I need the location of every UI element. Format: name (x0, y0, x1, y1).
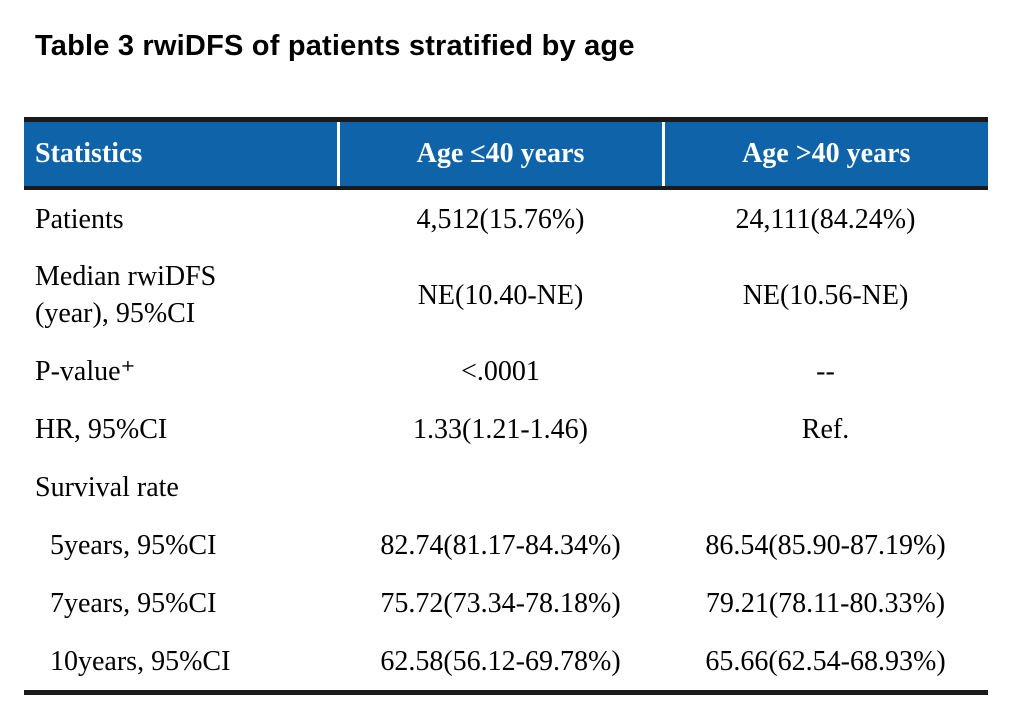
cell-age-le-40: NE(10.40-NE) (417, 279, 584, 311)
cell-age-gt-40: 65.66(62.54-68.93%) (705, 645, 946, 677)
cell-age-gt-40: 24,111(84.24%) (735, 203, 916, 235)
cell-age-le-40: 4,512(15.76%) (416, 203, 585, 235)
row-label: 5years, 95%CI (50, 529, 217, 561)
header-age-le-40: Age ≤40 years (336, 119, 663, 190)
table-row-10years: 10years, 95%CI 62.58(56.12-69.78%) 65.66… (24, 632, 988, 693)
cell-age-le-40: <.0001 (461, 355, 540, 387)
row-label: 10years, 95%CI (50, 645, 231, 677)
table-row-patients: Patients 4,512(15.76%) 24,111(84.24%) (24, 188, 988, 248)
row-label: P-value⁺ (35, 355, 136, 387)
row-label: Survival rate (35, 471, 179, 503)
stats-table: Statistics Age ≤40 years Age >40 years P… (24, 117, 988, 695)
table-title: Table 3 rwiDFS of patients stratified by… (35, 30, 635, 62)
table-row-survival-rate: Survival rate (24, 458, 988, 516)
cell-age-gt-40 (663, 458, 988, 516)
cell-age-gt-40: -- (816, 355, 835, 387)
cell-age-gt-40: Ref. (801, 413, 850, 445)
row-label: HR, 95%CI (35, 413, 168, 445)
cell-age-le-40: 1.33(1.21-1.46) (413, 413, 588, 445)
table-row-hr: HR, 95%CI 1.33(1.21-1.46) Ref. (24, 400, 988, 458)
row-label: Patients (35, 203, 124, 235)
cell-age-le-40 (338, 458, 663, 516)
cell-age-le-40: 82.74(81.17-84.34%) (380, 529, 621, 561)
header-age-gt-40: Age >40 years (661, 119, 988, 190)
cell-age-gt-40: 79.21(78.11-80.33%) (705, 587, 946, 619)
cell-age-le-40: 62.58(56.12-69.78%) (380, 645, 621, 677)
table-row-5years: 5years, 95%CI 82.74(81.17-84.34%) 86.54(… (24, 516, 988, 574)
row-label: 7years, 95%CI (50, 587, 217, 619)
cell-age-gt-40: NE(10.56-NE) (742, 279, 909, 311)
table-row-p-value: P-value⁺ <.0001 -- (24, 342, 988, 400)
table-row-7years: 7years, 95%CI 75.72(73.34-78.18%) 79.21(… (24, 574, 988, 632)
table-row-median-rwidfs: Median rwiDFS (year), 95%CI NE(10.40-NE)… (24, 248, 988, 342)
header-row: Statistics Age ≤40 years Age >40 years (24, 119, 988, 190)
cell-age-le-40: 75.72(73.34-78.18%) (380, 587, 621, 619)
header-statistics: Statistics (24, 119, 338, 190)
cell-age-gt-40: 86.54(85.90-87.19%) (705, 529, 946, 561)
row-label: Median rwiDFS (year), 95%CI (35, 261, 217, 329)
